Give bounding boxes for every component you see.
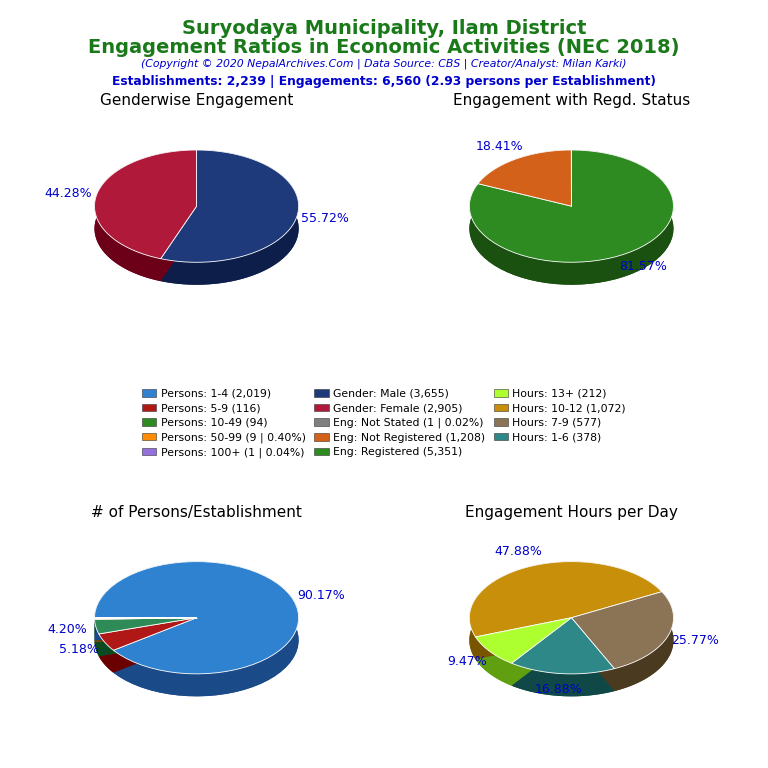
Polygon shape [99, 634, 114, 673]
Text: 9.47%: 9.47% [447, 654, 487, 667]
Text: Establishments: 2,239 | Engagements: 6,560 (2.93 persons per Establishment): Establishments: 2,239 | Engagements: 6,5… [112, 75, 656, 88]
Polygon shape [478, 150, 571, 206]
Text: 4.20%: 4.20% [48, 623, 88, 636]
Polygon shape [94, 150, 197, 259]
Polygon shape [469, 173, 674, 285]
Polygon shape [511, 664, 614, 697]
Polygon shape [94, 584, 299, 697]
Polygon shape [94, 173, 197, 281]
Polygon shape [94, 617, 197, 619]
Polygon shape [475, 617, 571, 664]
Text: 90.17%: 90.17% [297, 589, 345, 602]
Polygon shape [571, 591, 674, 669]
Polygon shape [94, 617, 197, 634]
Text: 47.88%: 47.88% [495, 545, 543, 558]
Polygon shape [94, 561, 299, 674]
Polygon shape [94, 641, 197, 657]
Polygon shape [475, 641, 571, 686]
Text: 16.88%: 16.88% [535, 683, 583, 696]
Polygon shape [99, 641, 197, 673]
Polygon shape [161, 173, 299, 285]
Polygon shape [94, 619, 99, 657]
Title: Genderwise Engagement: Genderwise Engagement [100, 93, 293, 108]
Title: Engagement Hours per Day: Engagement Hours per Day [465, 505, 678, 520]
Polygon shape [94, 561, 299, 697]
Polygon shape [469, 150, 674, 263]
Text: 55.72%: 55.72% [301, 213, 349, 226]
Text: (Copyright © 2020 NepalArchives.Com | Data Source: CBS | Creator/Analyst: Milan : (Copyright © 2020 NepalArchives.Com | Da… [141, 58, 627, 69]
Polygon shape [161, 150, 299, 263]
Text: 25.77%: 25.77% [671, 634, 719, 647]
Polygon shape [469, 150, 674, 285]
Polygon shape [511, 641, 614, 697]
Polygon shape [478, 173, 571, 229]
Text: 81.57%: 81.57% [619, 260, 667, 273]
Text: Engagement Ratios in Economic Activities (NEC 2018): Engagement Ratios in Economic Activities… [88, 38, 680, 58]
Polygon shape [571, 614, 674, 691]
Polygon shape [478, 150, 571, 206]
Legend: Persons: 1-4 (2,019), Persons: 5-9 (116), Persons: 10-49 (94), Persons: 50-99 (9: Persons: 1-4 (2,019), Persons: 5-9 (116)… [142, 389, 626, 458]
Polygon shape [469, 584, 662, 660]
Polygon shape [99, 617, 197, 650]
Polygon shape [94, 150, 197, 281]
Text: 18.41%: 18.41% [476, 140, 524, 153]
Polygon shape [469, 561, 662, 660]
Polygon shape [469, 561, 662, 637]
Polygon shape [614, 591, 674, 691]
Title: # of Persons/Establishment: # of Persons/Establishment [91, 505, 302, 520]
Polygon shape [511, 617, 614, 674]
Text: Suryodaya Municipality, Ilam District: Suryodaya Municipality, Ilam District [182, 19, 586, 38]
Polygon shape [475, 637, 511, 686]
Text: 5.18%: 5.18% [59, 643, 99, 656]
Polygon shape [94, 641, 197, 642]
Text: 44.28%: 44.28% [45, 187, 92, 200]
Polygon shape [161, 150, 299, 285]
Title: Engagement with Regd. Status: Engagement with Regd. Status [453, 93, 690, 108]
